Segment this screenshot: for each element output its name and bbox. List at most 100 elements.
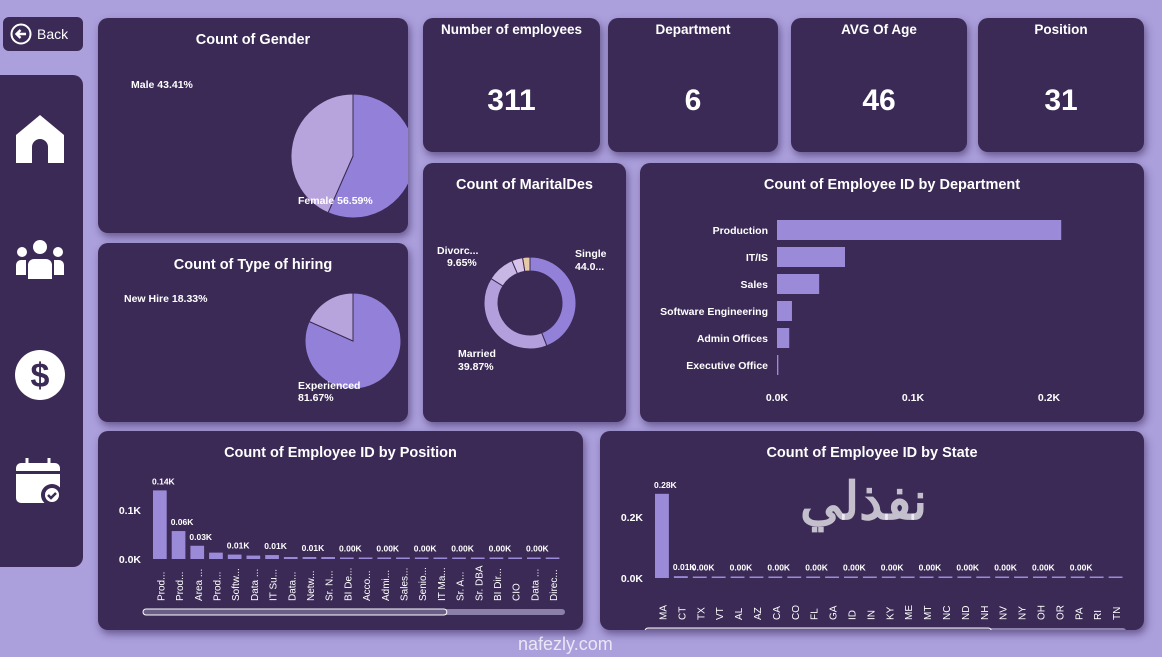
data-label: 0.0K [621, 573, 644, 585]
kpi-value: 46 [862, 84, 896, 117]
bar [433, 557, 448, 559]
bar [844, 576, 858, 578]
state-bar-chart: 0.0K 0.2K 0.28K MA 0.01K CT 0.00K TX VT 0.00K AL AZ… [621, 480, 1126, 630]
bar [396, 557, 410, 559]
bar [976, 576, 991, 578]
axis-tick-label: OR [1055, 605, 1066, 620]
back-label: Back [37, 26, 69, 42]
bar [545, 557, 560, 559]
bar [777, 355, 779, 375]
bar [900, 576, 915, 578]
watermark-url: nafezly.com [518, 634, 613, 654]
data-label: 0.00K [994, 563, 1018, 573]
data-label: 0.01K [227, 541, 251, 551]
bar [768, 576, 783, 578]
bar [414, 557, 429, 559]
bar [209, 552, 223, 559]
chart-title: Count of MaritalDes [456, 177, 593, 193]
kpi-value: 311 [487, 84, 536, 117]
bar [655, 493, 669, 578]
axis-tick-label: Prod... [212, 572, 223, 601]
bar [358, 557, 373, 559]
kpi-department: Department 6 [608, 18, 778, 152]
kpi-position: Position 31 [978, 18, 1144, 152]
data-label: 0.01K [302, 543, 326, 553]
bar [777, 220, 1062, 240]
data-label: Admin Offices [697, 333, 768, 345]
data-label: 44.0... [575, 261, 604, 273]
axis-tick-label: Senio... [418, 567, 429, 601]
axis-tick-label: KY [885, 606, 896, 620]
bar [527, 557, 541, 559]
back-button[interactable]: Back [3, 17, 83, 51]
axis-tick-label: FL [810, 608, 821, 620]
kpi-label: Number of employees [440, 22, 583, 37]
bar [302, 557, 317, 559]
bar [508, 557, 522, 559]
state-card: Count of Employee ID by State 0.0K 0.2K 0.… [600, 431, 1144, 630]
bar [711, 576, 726, 578]
pie-slice [290, 93, 354, 214]
bar [787, 576, 802, 578]
data-label: 0.2K [621, 512, 644, 524]
calendar-check-icon[interactable] [14, 455, 66, 507]
data-label: 0.00K [881, 563, 905, 573]
data-label: 0.1K [902, 392, 925, 404]
axis-tick-label: CO [791, 605, 802, 620]
axis-tick-label: Prod... [175, 572, 186, 601]
scrollbar-thumb[interactable] [644, 627, 992, 630]
chart-title: Count of Employee ID by Position [224, 445, 457, 461]
axis-tick-label: RI [1093, 610, 1104, 620]
axis-tick-label: Admi... [381, 570, 392, 601]
chart-title: Count of Employee ID by Department [763, 177, 1021, 193]
axis-tick-label: IN [866, 610, 877, 620]
bar [749, 576, 764, 578]
bar [470, 557, 485, 559]
data-label: 0.00K [339, 544, 363, 554]
position-card: Count of Employee ID by Position 0.0K 0.1… [98, 431, 583, 630]
home-icon[interactable] [14, 113, 66, 165]
bar [340, 557, 354, 559]
axis-tick-label: Acco... [362, 570, 373, 601]
bar [777, 274, 820, 294]
axis-tick-label: Prod... [156, 572, 167, 601]
scrollbar-thumb[interactable] [142, 608, 448, 616]
axis-tick-label: CA [772, 606, 783, 620]
bar [995, 576, 1010, 578]
data-label: IT/IS [746, 252, 768, 264]
position-bar-chart: 0.0K 0.1K 0.14K Prod... 0.06K Prod... 0.03K Are… [119, 476, 565, 616]
bar [190, 545, 205, 559]
axis-tick-label: TX [696, 607, 707, 620]
data-label: 0.0K [119, 554, 142, 566]
data-label: 0.00K [526, 544, 550, 554]
chart-title: Count of Employee ID by State [766, 445, 978, 461]
data-label: New Hire 18.33% [124, 293, 208, 305]
data-label: 0.00K [692, 563, 716, 573]
axis-tick-label: CT [677, 607, 688, 620]
bar [246, 555, 261, 559]
pie-slice [522, 256, 531, 272]
marital-card: Count of MaritalDes Single 44.0... Married… [423, 163, 626, 422]
axis-tick-label: NY [1018, 606, 1029, 620]
kpi-value: 6 [684, 84, 702, 117]
bar [777, 301, 792, 321]
axis-tick-label: MA [658, 605, 669, 620]
dollar-icon[interactable]: $ [14, 349, 66, 401]
axis-tick-label: Softw... [231, 568, 242, 601]
data-label: Male 43.41% [131, 79, 194, 91]
arrow-left-circle-icon [10, 23, 32, 45]
axis-tick-label: GA [829, 605, 840, 620]
data-label: Production [713, 225, 768, 237]
data-label: 0.03K [189, 532, 213, 542]
bar [673, 576, 688, 578]
sidebar-nav: $ [0, 75, 83, 567]
pie-slice [529, 256, 577, 347]
bar [1014, 576, 1028, 578]
bar [227, 554, 242, 559]
users-icon[interactable] [14, 235, 66, 287]
bar [377, 557, 392, 559]
axis-tick-label: ND [961, 606, 972, 620]
bar [777, 328, 790, 348]
axis-tick-label: Data ... [250, 569, 261, 601]
